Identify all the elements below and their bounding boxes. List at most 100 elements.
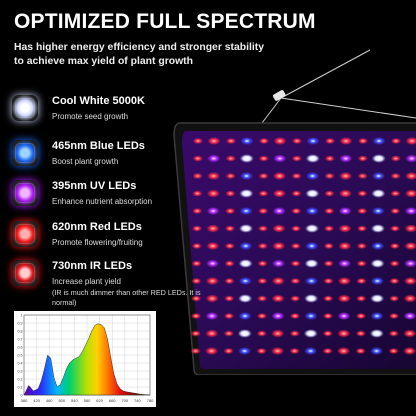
red-led-dot [389,312,399,320]
white-led-dot [369,329,384,338]
red-led-dot [290,242,301,250]
white-led-dot [304,294,319,303]
red-led-dot [358,137,368,145]
red-led-dot [337,346,351,356]
blue-led-dot [306,136,320,146]
led-legend-item: 730nm IR LEDs Increase plant yield (IR is … [12,258,201,307]
spectrum-area [23,323,151,396]
red-led-dot [322,347,333,355]
uv-led-dot [205,311,219,321]
red-led-dot [192,155,203,162]
led-legend-item: 395nm UV LEDs Enhance nutrient absorption [12,178,162,212]
white-led-dot [304,259,319,268]
uv-led-dot [272,259,286,268]
uv-led-dot [404,206,416,216]
white-led-dot [370,294,385,303]
grow-light-panel [158,113,416,376]
red-led-dot [404,224,416,233]
blue-led-dot [372,171,386,181]
blue-led-dot [305,206,319,216]
red-led-dot [405,136,416,146]
white-led-dot [239,154,254,163]
x-tick-label: 740 [134,398,141,403]
red-led-dot [357,190,368,197]
red-led-dot [257,295,268,302]
led-name: Cool White 5000K [52,95,145,107]
blue-led-dot [239,206,253,216]
red-led-dot [272,189,286,198]
red-led-dot [290,260,301,267]
red-led-dot [291,172,302,180]
red-led-dot [225,172,236,180]
red-led-dot [257,260,268,267]
red-led-dot [205,276,219,286]
red-led-dot [323,295,334,302]
led-description: Boost plant growth [52,157,119,166]
red-led-dot [323,242,334,250]
led-legend-item: 465nm Blue LEDs Boost plant growth [12,138,162,172]
y-tick-label: 0.2 [18,377,23,381]
red-led-dot [389,242,400,250]
red-led-dot [403,329,416,338]
page-subtitle: Has higher energy efficiency and stronge… [14,42,265,67]
red-led-dot [289,347,300,355]
blue-led-dot [370,346,384,356]
red-led-dot [191,242,202,250]
white-led-dot [239,189,254,198]
red-led-dot [355,330,366,337]
x-tick-label: 380 [21,398,28,403]
uv-led-dot [404,259,416,268]
red-led-dot [322,330,333,337]
y-tick-label: 0.5 [18,353,23,357]
red-led-dot [390,172,401,180]
uv-led-dot [338,206,352,216]
y-tick-label: 1 [21,313,23,317]
red-led-icon [12,221,38,247]
blue-led-dot [372,136,386,146]
x-tick-label: 420 [33,398,40,403]
x-tick-label: 700 [121,398,128,403]
uv-led-dot [338,259,352,268]
red-led-dot [404,241,416,251]
red-led-dot [206,189,220,198]
white-led-dot [305,154,320,163]
red-led-dot [389,295,400,302]
red-led-dot [324,172,335,180]
led-description: Enhance nutrient absorption [52,197,153,206]
blue-led-dot [238,346,252,356]
red-led-dot [225,190,236,197]
red-led-dot [403,276,416,286]
red-led-dot [190,347,201,355]
red-led-dot [390,207,401,215]
red-led-dot [356,295,367,302]
red-led-dot [273,171,287,181]
red-led-dot [357,172,368,180]
x-tick-label: 660 [109,398,116,403]
y-tick-label: 0 [21,393,23,397]
hanging-wire [261,49,416,124]
red-led-dot [338,224,352,233]
red-led-dot [272,241,286,251]
y-tick-label: 0.7 [18,337,23,341]
red-led-dot [338,189,352,198]
red-led-dot [257,312,267,320]
red-led-dot [389,260,400,267]
uv-led-dot [206,206,220,216]
white-led-dot [371,154,386,163]
red-led-dot [390,155,401,162]
uv-led-dot [339,154,353,163]
red-led-dot [193,137,203,145]
red-led-dot [390,190,401,197]
wire-clip-icon [273,90,286,101]
x-tick-label: 620 [96,398,103,403]
red-led-dot [206,224,220,233]
red-led-dot [224,242,235,250]
page-title: OPTIMIZED FULL SPECTRUM [14,10,316,33]
y-tick-label: 0.3 [18,369,23,373]
blue-led-dot [240,171,254,181]
x-tick-label: 500 [58,398,65,403]
red-led-dot [271,329,285,338]
red-led-dot [324,155,335,162]
red-led-dot [325,137,335,145]
red-led-dot [207,171,221,181]
